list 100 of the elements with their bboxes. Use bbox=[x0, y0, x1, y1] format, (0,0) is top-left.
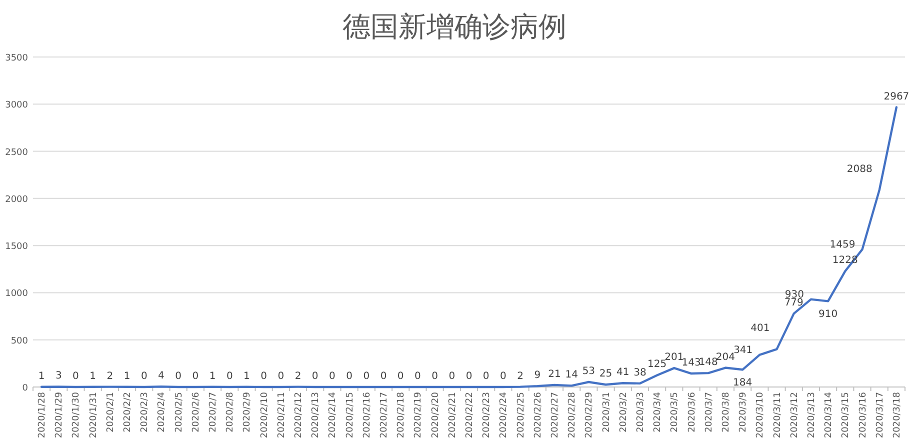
x-tick-label: 2020/2/19 bbox=[414, 392, 424, 438]
data-label: 184 bbox=[733, 378, 752, 389]
x-tick-label: 2020/2/1 bbox=[106, 392, 116, 432]
data-label: 21 bbox=[548, 369, 561, 380]
data-label: 0 bbox=[363, 371, 370, 382]
x-tick-label: 2020/2/7 bbox=[208, 392, 219, 432]
data-label: 0 bbox=[414, 371, 421, 382]
y-tick-label: 2500 bbox=[5, 148, 28, 158]
data-label: 0 bbox=[397, 371, 404, 382]
data-label: 910 bbox=[818, 309, 838, 320]
x-tick-label: 2020/2/16 bbox=[362, 392, 372, 438]
x-tick-label: 2020/2/11 bbox=[276, 392, 287, 438]
y-tick-label: 3500 bbox=[5, 54, 28, 64]
x-tick-label: 2020/2/13 bbox=[311, 392, 322, 438]
x-tick-label: 2020/2/18 bbox=[396, 392, 407, 438]
x-tick-label: 2020/3/15 bbox=[841, 392, 852, 438]
data-label: 0 bbox=[192, 371, 199, 382]
data-label: 2 bbox=[106, 370, 114, 382]
x-tick-label: 2020/2/17 bbox=[380, 392, 390, 438]
x-tick-label: 2020/2/26 bbox=[533, 392, 544, 438]
data-label: 0 bbox=[140, 371, 148, 382]
x-tick-label: 2020/3/11 bbox=[772, 392, 783, 438]
data-label: 41 bbox=[616, 367, 630, 378]
x-tick-label: 2020/3/12 bbox=[790, 392, 800, 438]
data-label: 9 bbox=[534, 370, 541, 382]
x-tick-label: 2020/2/3 bbox=[140, 392, 150, 432]
x-tick-label: 2020/3/1 bbox=[602, 392, 612, 432]
x-tick-label: 2020/2/8 bbox=[226, 392, 236, 432]
data-label: 0 bbox=[175, 371, 182, 382]
data-label: 148 bbox=[698, 357, 718, 368]
x-tick-label: 2020/2/10 bbox=[260, 392, 270, 438]
data-label: 341 bbox=[734, 344, 753, 356]
x-tick-label: 2020/3/10 bbox=[756, 392, 766, 438]
x-tick-label: 2020/3/4 bbox=[653, 392, 664, 432]
x-tick-label: 2020/3/2 bbox=[618, 392, 629, 432]
y-tick-label: 1500 bbox=[5, 242, 28, 252]
x-tick-label: 2020/3/14 bbox=[824, 392, 834, 438]
data-label: 0 bbox=[448, 371, 456, 382]
x-tick-label: 2020/2/14 bbox=[328, 392, 338, 438]
data-label: 53 bbox=[582, 366, 596, 378]
data-label: 38 bbox=[634, 367, 646, 378]
x-tick-label: 2020/3/8 bbox=[721, 392, 732, 432]
data-label: 0 bbox=[329, 371, 336, 382]
x-tick-label: 2020/2/23 bbox=[482, 392, 492, 438]
data-label: 0 bbox=[380, 371, 387, 382]
x-tick-label: 2020/2/9 bbox=[242, 392, 253, 432]
line-series bbox=[40, 106, 898, 388]
data-label: 14 bbox=[565, 370, 578, 381]
x-tick-label: 2020/2/22 bbox=[465, 392, 475, 438]
x-tick-label: 2020/2/25 bbox=[516, 392, 526, 438]
x-tick-label: 2020/3/17 bbox=[875, 392, 886, 438]
data-label: 1459 bbox=[830, 239, 856, 250]
x-tick-label: 2020/1/28 bbox=[38, 392, 48, 438]
y-tick-label: 0 bbox=[22, 384, 28, 394]
y-tick-label: 2000 bbox=[5, 194, 28, 205]
data-label: 25 bbox=[599, 368, 612, 380]
data-label: 2088 bbox=[846, 164, 872, 176]
x-tick-label: 2020/3/13 bbox=[806, 392, 817, 438]
data-label: 2 bbox=[517, 370, 524, 382]
chart-title: 德国新增确诊病例 bbox=[342, 10, 566, 43]
x-tick-label: 2020/1/31 bbox=[88, 392, 99, 438]
data-label: 4 bbox=[158, 370, 164, 382]
data-label: 0 bbox=[432, 371, 438, 382]
x-tick-label: 2020/3/3 bbox=[636, 392, 646, 432]
data-label: 401 bbox=[750, 323, 770, 334]
data-label: 1 bbox=[90, 370, 96, 382]
data-label: 1 bbox=[244, 370, 250, 382]
x-tick-label: 2020/2/27 bbox=[550, 392, 560, 438]
data-label: 0 bbox=[278, 371, 284, 382]
data-label: 2 bbox=[294, 370, 302, 382]
x-tick-label: 2020/3/7 bbox=[704, 392, 714, 432]
x-tick-label: 2020/2/6 bbox=[191, 392, 202, 432]
data-label: 3 bbox=[55, 370, 62, 382]
data-label: 143 bbox=[682, 358, 701, 369]
x-tick-label: 2020/3/5 bbox=[670, 392, 680, 432]
data-label: 0 bbox=[482, 371, 490, 382]
data-label: 1 bbox=[38, 370, 45, 382]
data-label: 125 bbox=[648, 359, 667, 370]
x-tick-label: 2020/2/20 bbox=[430, 392, 441, 438]
data-label: 1 bbox=[124, 370, 130, 382]
data-label: 2967 bbox=[884, 91, 909, 102]
x-tick-label: 2020/3/6 bbox=[687, 392, 698, 432]
data-label: 0 bbox=[72, 371, 79, 382]
x-tick-label: 2020/3/9 bbox=[738, 392, 749, 432]
x-tick-label: 2020/2/2 bbox=[123, 392, 134, 432]
data-label: 1 bbox=[209, 370, 216, 382]
x-tick-label: 2020/2/15 bbox=[345, 392, 356, 438]
data-label: 0 bbox=[260, 371, 268, 382]
x-tick-label: 2020/2/12 bbox=[294, 392, 304, 438]
data-label: 0 bbox=[346, 371, 352, 382]
x-tick-label: 2020/2/24 bbox=[499, 392, 510, 438]
x-tick-label: 2020/2/29 bbox=[584, 392, 595, 438]
x-tick-label: 2020/2/5 bbox=[174, 392, 184, 432]
x-tick-label: 2020/2/28 bbox=[568, 392, 578, 438]
x-tick-label: 2020/2/4 bbox=[157, 392, 168, 432]
data-label: 0 bbox=[466, 371, 472, 382]
x-tick-label: 2020/3/16 bbox=[858, 392, 868, 438]
x-tick-label: 2020/1/29 bbox=[54, 392, 65, 438]
data-label: 0 bbox=[226, 371, 233, 382]
y-tick-label: 500 bbox=[10, 336, 28, 346]
